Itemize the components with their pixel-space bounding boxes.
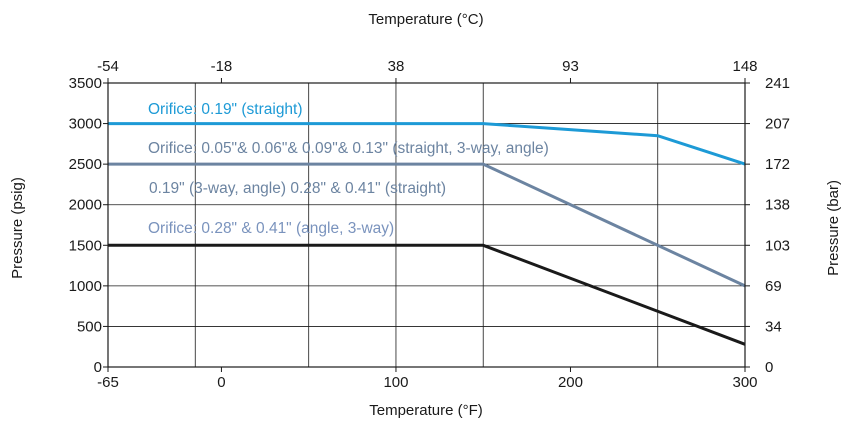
x-tick-label: 100 [383,374,408,391]
x-tick-label: 300 [732,374,757,391]
x-axis-top-title: Temperature (°C) [368,11,483,28]
y-right-tick-label: 138 [765,197,790,214]
series-lines [108,122,746,346]
x-top-tick-label: -18 [211,58,233,75]
y-right-tick-label: 172 [765,156,790,173]
x-top-tick-label: -54 [97,58,119,75]
series-line-orifice-019-straight [108,122,746,166]
y-right-tick-label: 241 [765,75,790,92]
y-right-tick-label: 207 [765,116,790,133]
plot-frame [107,82,746,368]
y-tick-label: 500 [77,318,102,335]
x-tick-label: 0 [217,374,225,391]
y-tick-label: 1500 [69,237,102,254]
series-line-orifice-028-041-angle [108,243,746,346]
ticks: -65 0 100 200 300-54 -18 38 93 14805001000150020… [69,58,790,391]
x-top-tick-label: 148 [732,58,757,75]
x-tick-label: 200 [558,374,583,391]
y-tick-label: 1000 [69,278,102,295]
x-tick-label: -65 [97,374,119,391]
x-top-tick-label: 93 [562,58,579,75]
y-right-tick-label: 103 [765,237,790,254]
y-tick-label: 2000 [69,197,102,214]
y-axis-left-title: Pressure (psig) [9,177,26,279]
y-tick-label: 0 [94,359,102,376]
y-tick-label: 3500 [69,75,102,92]
series-label-orifice-028-041-angle: Orifice: 0.28" & 0.41" (angle, 3-way) [148,220,394,237]
series-label-orifice-small-line2: 0.19" (3-way, angle) 0.28" & 0.41" (stra… [149,180,446,197]
y-right-tick-label: 0 [765,359,773,376]
x-axis-bottom-title: Temperature (°F) [369,402,483,419]
y-right-tick-label: 34 [765,318,782,335]
x-top-tick-label: 38 [388,58,405,75]
series-label-orifice-019-straight: Orifice: 0.19" (straight) [148,101,303,118]
series-label-orifice-small-line1: Orifice: 0.05"& 0.06"& 0.09"& 0.13" (str… [148,140,549,157]
y-tick-label: 2500 [69,156,102,173]
y-right-tick-label: 69 [765,278,782,295]
y-axis-right-title: Pressure (bar) [825,180,842,276]
y-tick-label: 3000 [69,116,102,133]
series-line-orifice-small [108,162,746,288]
